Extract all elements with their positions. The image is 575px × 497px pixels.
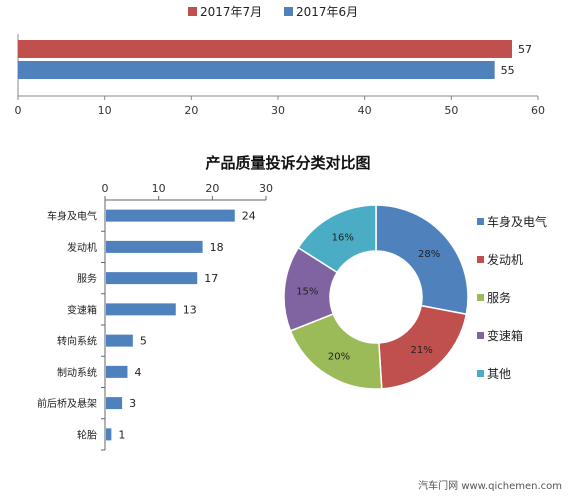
x-tick-label: 0 bbox=[15, 104, 22, 117]
bar-value-label: 55 bbox=[501, 64, 515, 77]
category-label: 轮胎 bbox=[77, 428, 97, 441]
category-bar bbox=[106, 334, 133, 347]
bar-0 bbox=[18, 40, 512, 58]
legend-label: 变速箱 bbox=[487, 328, 523, 343]
donut-slice bbox=[378, 304, 468, 390]
legend-swatch bbox=[477, 370, 484, 377]
legend-swatch bbox=[284, 7, 293, 16]
x-tick-label: 40 bbox=[358, 104, 372, 117]
bar-value-label: 1 bbox=[118, 428, 125, 441]
legend-swatch bbox=[477, 332, 484, 339]
bar-value-label: 17 bbox=[204, 272, 218, 285]
legend-swatch bbox=[477, 218, 484, 225]
category-bar bbox=[106, 365, 128, 378]
legend-swatch bbox=[477, 256, 484, 263]
x-tick-label: 20 bbox=[184, 104, 198, 117]
category-bar bbox=[106, 240, 203, 253]
legend-label: 服务 bbox=[487, 290, 511, 305]
bar-value-label: 57 bbox=[518, 43, 532, 56]
category-label: 服务 bbox=[77, 272, 97, 285]
top-legend: 2017年7月 2017年6月 bbox=[188, 5, 358, 19]
slice-percent-label: 16% bbox=[332, 233, 354, 244]
x-tick-label: 20 bbox=[205, 182, 219, 195]
bar-value-label: 3 bbox=[129, 397, 136, 410]
legend-swatch bbox=[188, 7, 197, 16]
category-bar bbox=[106, 303, 176, 316]
category-bar bbox=[106, 397, 123, 410]
category-label: 车身及电气 bbox=[47, 210, 97, 223]
legend-label: 2017年6月 bbox=[296, 5, 358, 19]
x-tick-label: 50 bbox=[444, 104, 458, 117]
x-tick-label: 60 bbox=[531, 104, 545, 117]
x-tick-label: 30 bbox=[271, 104, 285, 117]
legend-label: 2017年7月 bbox=[200, 5, 262, 19]
legend-label: 其他 bbox=[487, 367, 511, 381]
x-tick-label: 0 bbox=[102, 182, 109, 195]
x-tick-label: 10 bbox=[98, 104, 112, 117]
category-label: 前后桥及悬架 bbox=[37, 397, 97, 410]
bar-value-label: 13 bbox=[183, 303, 197, 316]
slice-percent-label: 21% bbox=[411, 345, 433, 356]
donut-chart: 28% 21% 20% 15% 16% bbox=[283, 204, 469, 390]
chart-title: 产品质量投诉分类对比图 bbox=[205, 154, 370, 172]
x-tick-label: 10 bbox=[152, 182, 166, 195]
category-bar bbox=[106, 428, 112, 441]
donut-slice bbox=[375, 204, 469, 316]
bar-value-label: 5 bbox=[140, 335, 147, 348]
category-label: 转向系统 bbox=[57, 335, 97, 348]
bar-value-label: 4 bbox=[134, 366, 141, 379]
legend-label: 车身及电气 bbox=[487, 214, 547, 229]
category-bar bbox=[106, 209, 235, 222]
category-label: 发动机 bbox=[67, 241, 97, 254]
slice-percent-label: 20% bbox=[328, 351, 350, 362]
x-tick-label: 30 bbox=[259, 182, 273, 195]
slice-percent-label: 28% bbox=[418, 249, 440, 260]
category-label: 制动系统 bbox=[57, 366, 97, 379]
slice-percent-label: 15% bbox=[296, 287, 318, 298]
donut-slice bbox=[297, 204, 377, 274]
category-bar bbox=[106, 272, 198, 285]
watermark-text: 汽车门网 www.qichemen.com bbox=[418, 479, 562, 492]
legend-label: 发动机 bbox=[487, 252, 523, 267]
bar-value-label: 24 bbox=[242, 210, 256, 223]
category-label: 变速箱 bbox=[67, 303, 97, 316]
legend-swatch bbox=[477, 294, 484, 301]
bar-1 bbox=[18, 61, 495, 79]
bar-value-label: 18 bbox=[210, 241, 224, 254]
